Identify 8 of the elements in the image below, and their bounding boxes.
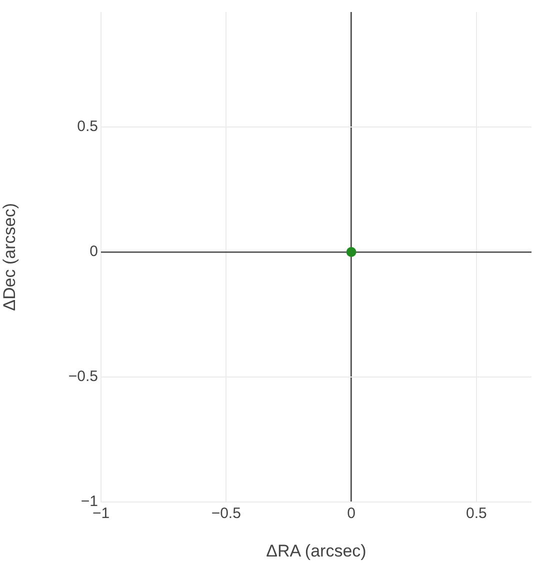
x-tick-label: 0 <box>347 505 356 522</box>
x-tick-label: −0.5 <box>211 505 241 522</box>
y-tick-label: 0 <box>90 243 98 260</box>
x-axis-title: ΔRA (arcsec) <box>266 541 366 560</box>
y-tick-label: 0.5 <box>77 118 98 136</box>
y-axis-title: ΔDec (arcsec) <box>0 203 19 311</box>
y-tick-label: −0.5 <box>68 368 98 386</box>
x-tick-label: 0.5 <box>466 505 487 522</box>
